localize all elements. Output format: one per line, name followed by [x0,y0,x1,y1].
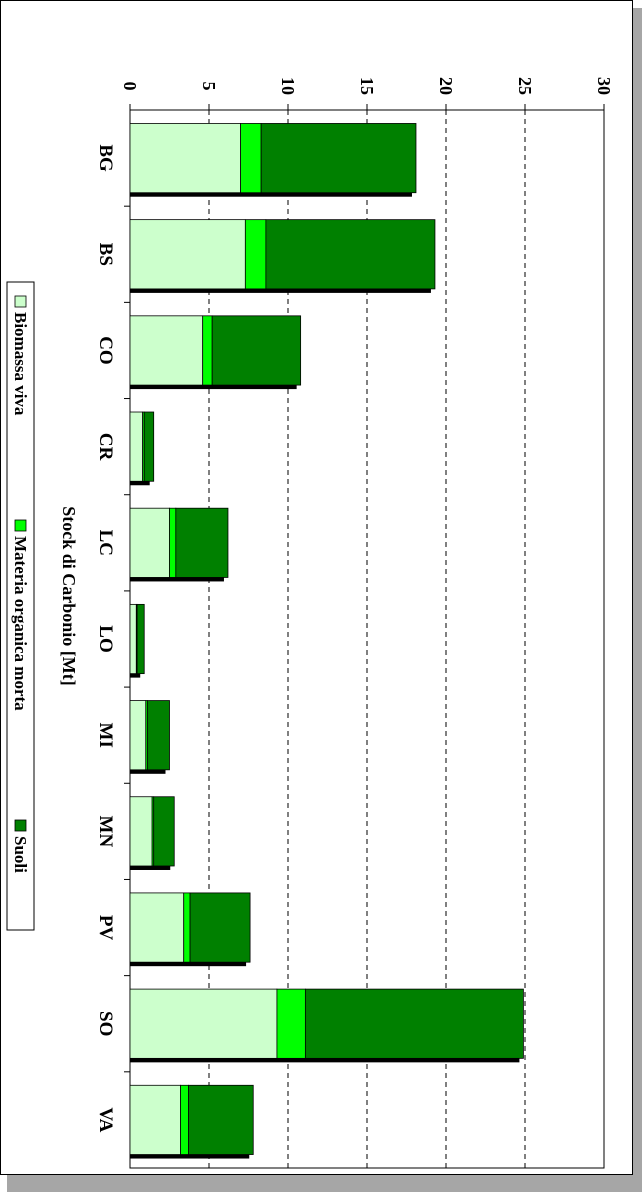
value-tick-label: 20 [436,77,456,95]
bar-segment-materia-organica-morta [202,315,213,386]
category-label: LO [95,625,116,652]
legend-swatch [14,295,27,308]
bar-segment-materia-organica-morta [276,988,306,1059]
bar-segment-biomassa-viva [129,603,137,675]
category-label: CO [95,336,116,365]
legend-label: Biomassa viva [11,312,30,416]
bar-segment-biomassa-viva [129,411,144,482]
bar-segment-suoli [211,315,302,386]
category-label: BS [95,243,116,266]
legend-label: Suoli [11,836,30,873]
bar-segment-biomassa-viva [129,1084,181,1155]
bar-segment-materia-organica-morta [244,219,267,290]
category-label: VA [95,1107,116,1132]
plot-area: 0 5 10 15 20 25 30 BG BS CO CR LC LO MI MN PV SO VA [95,77,614,1169]
bar-segment-biomassa-viva [129,315,204,386]
bar-segment-suoli [188,1084,254,1155]
category-label: PV [95,915,116,941]
legend-swatch [14,519,27,532]
bar-segment-suoli [265,219,436,290]
category-label: BG [95,144,116,172]
legend-label: Materia organica morta [11,536,30,711]
bar-segment-suoli [260,123,417,194]
bar-segment-biomassa-viva [129,700,147,771]
bar-segment-suoli [136,603,145,675]
value-tick-label: 10 [278,77,298,95]
category-label: LC [95,530,116,556]
chart-title: Stock di Carbonio [Mt] [59,506,79,686]
value-tick-label: 25 [515,77,535,95]
bar-segment-biomassa-viva [129,988,278,1059]
bar-segment-materia-organica-morta [180,1084,189,1155]
bar-segment-materia-organica-morta [240,123,262,194]
bar-segment-biomassa-viva [129,219,246,290]
bar-segment-biomassa-viva [129,123,242,194]
category-label: CR [95,433,116,461]
bar-segment-biomassa-viva [129,507,170,578]
bar-segment-suoli [189,892,251,963]
category-label: MN [95,816,116,848]
legend-box [6,281,35,931]
bar-segment-suoli [146,700,170,771]
value-tick-label: 30 [594,77,614,95]
category-label: MI [95,723,116,748]
bar-segment-suoli [175,507,229,578]
bar-segment-biomassa-viva [129,796,153,867]
bar-segment-materia-organica-morta [169,507,177,578]
value-tick-label: 15 [357,77,377,95]
value-tick-label: 0 [120,82,140,91]
legend: Biomassa viva Materia organica morta Suoli [6,281,35,931]
bar-segment-suoli [143,411,155,482]
value-tick-label: 5 [199,82,219,91]
rotated-chart: 0 5 10 15 20 25 30 BG BS CO CR LC LO MI MN PV SO VA Stock… [6,77,614,1169]
category-label: SO [95,1011,116,1036]
page-shadow-bar [7,1174,642,1192]
bar-segment-materia-organica-morta [183,892,191,963]
bar-segment-suoli [153,796,175,867]
page-shadow-side [632,8,642,1192]
bar-segment-biomassa-viva [129,892,185,963]
legend-swatch [14,819,27,832]
bar-segment-suoli [304,988,524,1059]
